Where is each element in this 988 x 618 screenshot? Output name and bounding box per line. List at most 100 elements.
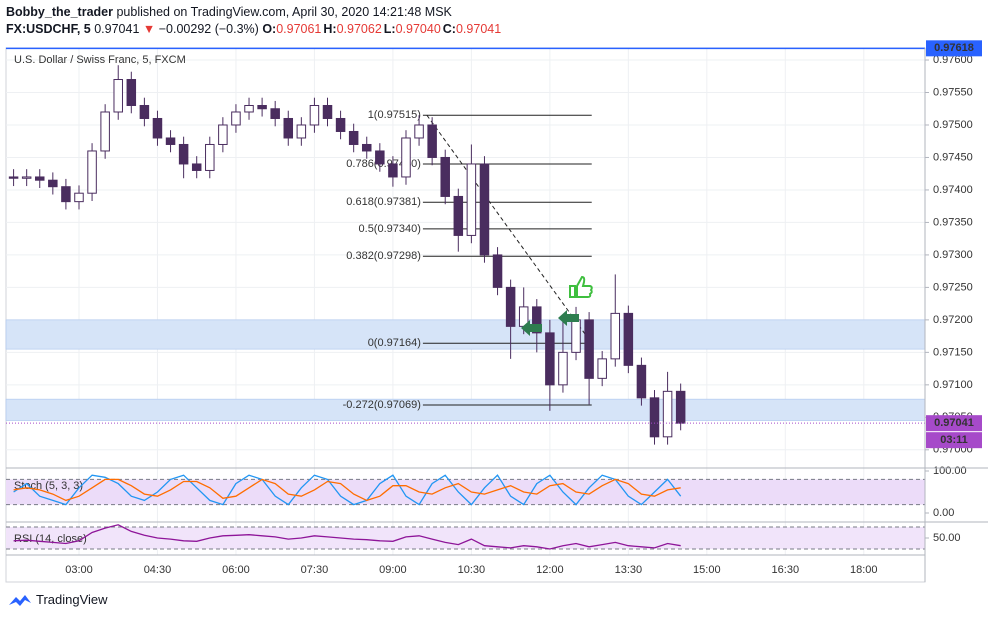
symbol-line: FX:USDCHF, 5 0.97041 ▼ −0.00292 (−0.3%) … [6,21,503,38]
candle-body [597,358,607,379]
x-tick-label: 04:30 [144,564,172,576]
candle-body [152,117,163,139]
y-tick-label: 0.97150 [933,346,973,358]
y-tick-label: 0.97450 [933,151,973,163]
candle-body [453,195,464,236]
ohlc: O:0.97061 H:0.97062 L:0.97040 C:0.97041 [262,22,503,36]
y-tick-label: 0.97100 [933,379,973,391]
candle-body [348,130,359,145]
price-tag-label: 0.97618 [934,42,974,54]
fib-label: 0.618(0.97381) [346,196,421,208]
x-tick-label: 03:00 [65,564,93,576]
candle-body [257,104,267,110]
candle-body [48,179,58,188]
fib-label: 1(0.97515) [368,109,421,121]
candle-body [361,143,372,152]
plot: 03:00 04:30 06:00 07:30 09:00 10:30 12:00 13:30… [5,40,982,576]
ohlc-value: 0.97061 [276,22,322,36]
candle-body [610,312,621,360]
candle-body [34,176,45,181]
y-tick-label: 100.00 [933,465,967,477]
y-tick-label: 50.00 [933,532,961,544]
y-tick-label: 0.00 [933,507,954,519]
x-tick-label: 18:00 [850,564,878,576]
candle-body [675,390,686,424]
ohlc-value: 0.97040 [395,22,441,36]
ohlc-key: H: [323,22,337,36]
fib-label: -0.272(0.97069) [343,399,421,411]
candle-body [636,364,647,399]
trend-line [426,114,593,344]
ohlc-value: 0.97041 [455,22,502,36]
candle-body [178,143,189,165]
y-tick-label: 0.97600 [933,54,973,66]
candle-body [270,108,280,119]
candle-body [401,137,411,178]
candle-body [87,150,97,194]
x-tick-label: 07:30 [301,564,329,576]
series-line [13,474,682,506]
arrow-icon [521,320,542,336]
candle-body [479,163,490,256]
candle-body [205,143,215,171]
x-tick-label: 13:30 [615,564,643,576]
price-tag [926,40,982,57]
y-tick-label: 0.97250 [933,281,973,293]
candle-body [532,306,542,334]
candle-body [388,163,398,178]
candle-body [571,319,581,353]
candle-body [545,332,555,386]
candle-body [165,137,176,145]
band-fill [6,479,925,505]
price-tag-label: 0.97041 [934,417,974,429]
pane-title: Stoch (5, 3, 3) [14,480,83,492]
thumbs-up-icon [569,275,593,298]
ohlc-key: C: [442,22,456,36]
candle-body [466,163,477,236]
arrow-icon [558,310,579,326]
candle-body [61,186,71,203]
candle-body [296,124,307,139]
countdown: 03:11 [940,434,968,446]
y-tick-label: 0.97500 [933,119,973,131]
fib-label: 0(0.97164) [368,337,421,349]
fib-label: 0.382(0.97298) [346,250,421,262]
x-tick-label: 10:30 [458,564,486,576]
x-tick-label: 12:00 [536,564,564,576]
x-tick-label: 06:00 [222,564,250,576]
candle-body [100,111,110,152]
countdown-tag [926,432,982,449]
x-tick-label: 15:00 [693,564,721,576]
fib-label: 0.5(0.97340) [359,223,421,235]
x-tick-label: 09:00 [379,564,407,576]
symbol: FX:USDCHF, 5 [6,22,91,36]
x-tick-label: 16:30 [772,564,800,576]
candle-body [21,176,32,179]
candle-body [244,104,254,113]
header: Bobby_the_trader published on TradingVie… [6,4,503,38]
ohlc-value: 0.97062 [336,22,382,36]
band-fill [6,527,925,550]
candle-body [440,156,450,197]
candle-body [662,390,673,438]
candle-body [113,79,123,113]
candle-body [322,104,333,119]
published: published on TradingView.com, April 30, … [116,5,452,19]
candle-body [191,163,202,171]
candle-body [427,124,437,158]
last: 0.97041 [94,22,140,36]
ohlc-key: O: [262,22,277,36]
y-tick-label: 0.97200 [933,314,973,326]
series-line [13,524,681,550]
pane-title: RSI (14, close) [14,533,87,545]
candle-body [584,319,594,379]
candle-body [375,150,385,165]
y-tick-label: 0.97550 [933,86,973,98]
logo [9,594,31,606]
candle-body [505,286,516,327]
candle-body [623,312,634,366]
candle-body [139,104,150,119]
candle-body [8,176,19,179]
